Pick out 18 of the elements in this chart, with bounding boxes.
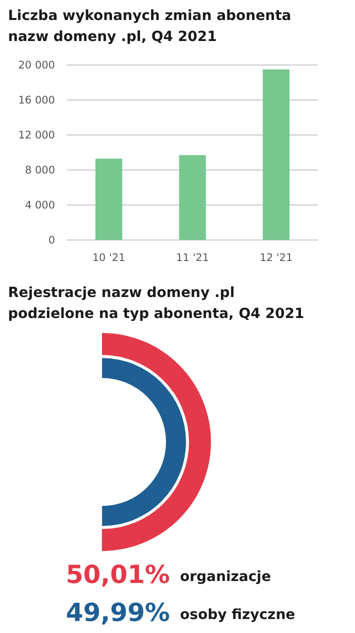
y-tick-label: 4 000 <box>24 200 55 212</box>
y-tick-label: 16 000 <box>18 94 55 107</box>
bar <box>95 158 122 240</box>
y-tick-label: 12 000 <box>18 130 55 142</box>
y-tick-label: 8 000 <box>24 164 55 177</box>
x-tick-label: 11 '21 <box>176 252 209 264</box>
category-label: organizacje <box>180 569 271 585</box>
y-tick-label: 20 000 <box>18 60 55 72</box>
bar <box>179 155 206 240</box>
x-tick-label: 10 '21 <box>92 252 126 264</box>
x-tick-label: 12 '21 <box>260 252 293 264</box>
data-label: 50,01% <box>66 560 170 589</box>
category-label: osoby fizyczne <box>180 607 296 623</box>
y-tick-label: 0 <box>48 234 55 247</box>
data-label: 49,99% <box>66 598 170 627</box>
text: Rejestracje nazw domeny .pl podzielone na typ abonenta, Q4 2021 <box>8 285 304 322</box>
bar <box>262 69 290 240</box>
chart-title: Liczba wykonanych zmian abonenta nazw domeny .pl, Q4 2021 <box>8 8 292 45</box>
